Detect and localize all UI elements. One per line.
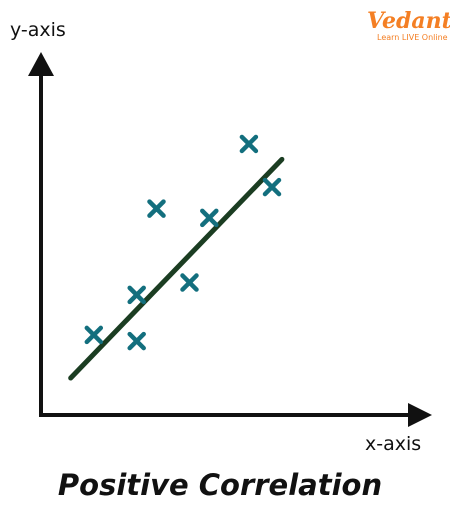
scatter-point-1: [84, 325, 104, 345]
chart-title: Positive Correlation: [58, 468, 382, 502]
y-axis-arrow-icon: [28, 52, 54, 76]
scatter-point-4: [147, 199, 166, 218]
scatter-point-6: [200, 208, 219, 228]
scatter-point-2: [127, 331, 146, 351]
scatter-point-8: [262, 177, 282, 197]
scatter-point-3: [127, 285, 146, 305]
scatter-point-7: [239, 134, 259, 154]
trendline-layer: [68, 156, 285, 381]
logo-word: Vedantu: [367, 8, 450, 34]
vedantu-logo: Vedantu Learn LIVE Online: [367, 8, 450, 42]
axes: y-axis x-axis: [10, 19, 432, 455]
trendline: [68, 156, 285, 381]
scatter-point-5: [180, 273, 199, 292]
scatter-points: [84, 134, 282, 351]
x-axis-label: x-axis: [365, 433, 421, 455]
x-axis-arrow-icon: [408, 403, 432, 427]
y-axis-label: y-axis: [10, 19, 66, 41]
logo-tagline: Learn LIVE Online: [377, 33, 448, 42]
